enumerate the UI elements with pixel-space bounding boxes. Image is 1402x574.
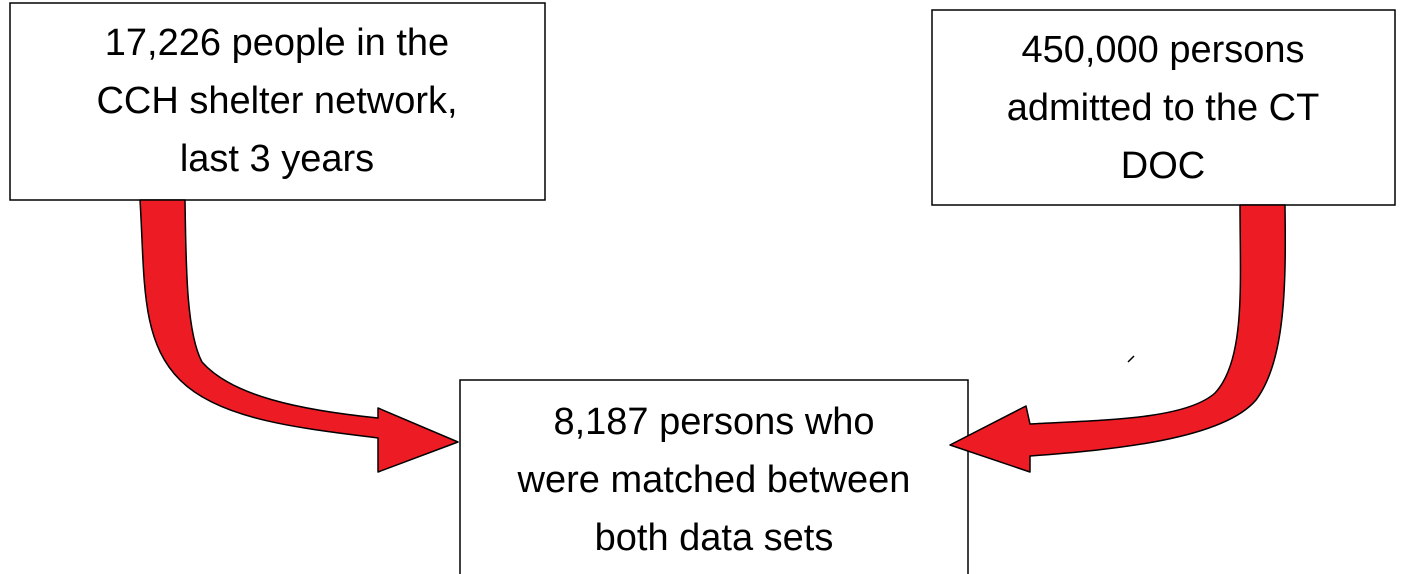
- arrow: [139, 199, 459, 473]
- source-box: [931, 9, 1396, 206]
- node-label: 8,187 persons who: [553, 401, 874, 443]
- node-label: CCH shelter network,: [96, 80, 457, 122]
- arrow: [949, 204, 1287, 473]
- node-label: 17,226 people in the: [105, 22, 449, 64]
- stray-mark: [1127, 355, 1135, 363]
- source-box: [9, 2, 546, 201]
- node-label: 450,000 persons: [1021, 29, 1304, 71]
- node-label: admitted to the CT: [1007, 87, 1320, 129]
- node-label: last 3 years: [180, 138, 374, 180]
- node-label: both data sets: [595, 517, 834, 559]
- node-label: DOC: [1121, 145, 1205, 187]
- labels: 17,226 people in the CCH shelter network,…: [96, 22, 1319, 559]
- node-label: were matched between: [517, 459, 911, 501]
- result-box: [459, 379, 969, 574]
